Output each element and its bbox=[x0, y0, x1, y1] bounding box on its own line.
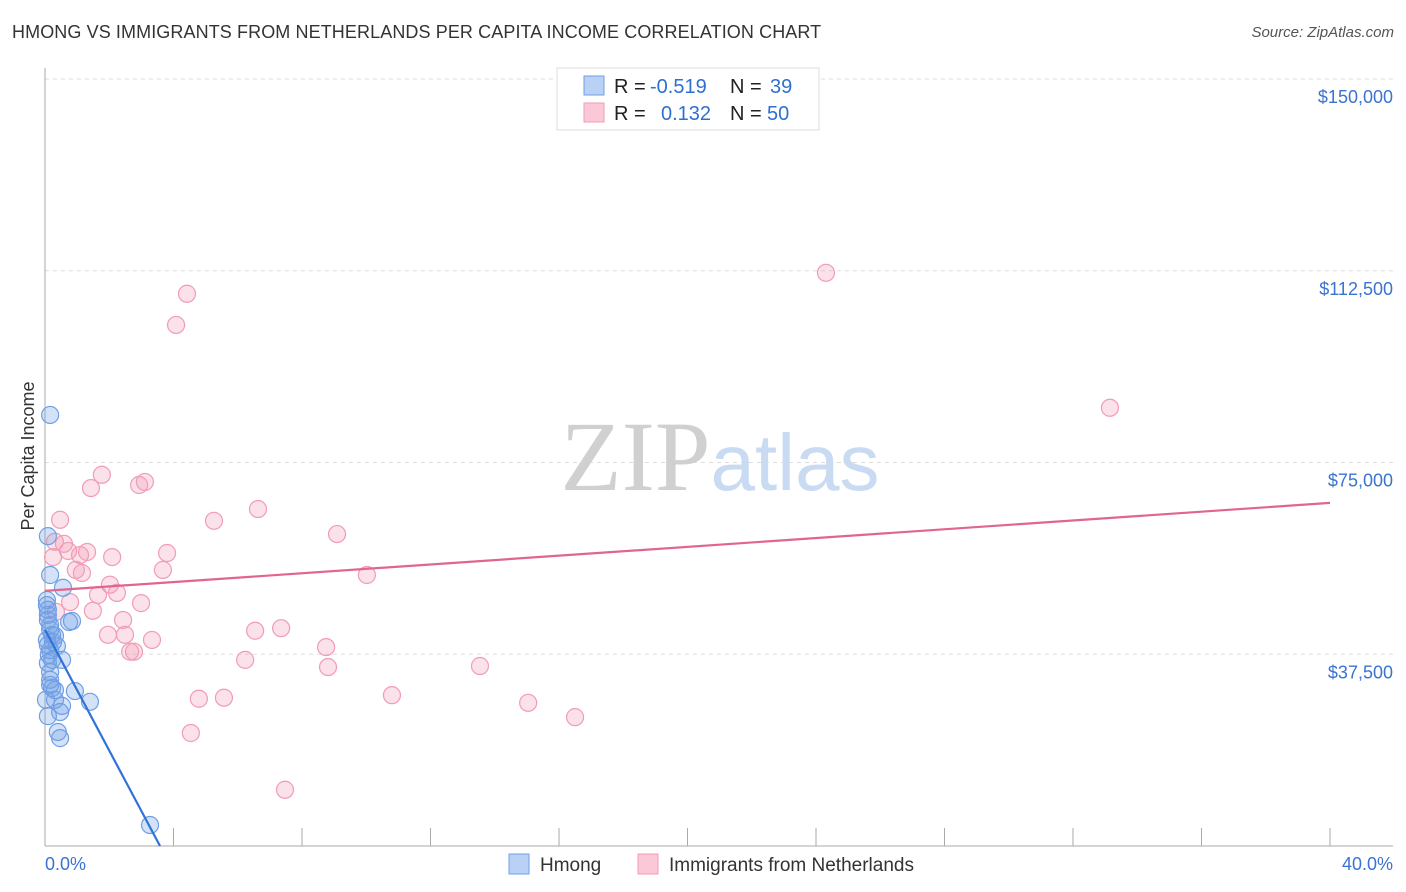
n-value: 50 bbox=[767, 103, 789, 125]
r-label: R = bbox=[614, 103, 646, 125]
r-value: 0.132 bbox=[661, 103, 711, 125]
netherlands-point bbox=[1100, 398, 1120, 417]
hmong-point bbox=[50, 729, 70, 748]
y-axis-label: Per Capita Income bbox=[18, 381, 38, 530]
hmong-point bbox=[59, 612, 79, 632]
stats-legend: R = -0.519 N = 39 R = 0.132 N = 50 bbox=[556, 67, 820, 131]
x-tick-label: 0.0% bbox=[45, 854, 86, 874]
netherlands-point bbox=[565, 708, 585, 727]
netherlands-point bbox=[236, 650, 255, 669]
hmong-point bbox=[38, 527, 57, 546]
hmong-point bbox=[53, 578, 73, 597]
legend-label-netherlands: Immigrants from Netherlands bbox=[669, 855, 914, 876]
hmong-point bbox=[41, 565, 60, 585]
netherlands-point bbox=[316, 637, 336, 657]
netherlands-point bbox=[153, 560, 172, 579]
netherlands-point bbox=[181, 723, 200, 743]
legend-swatch-hmong bbox=[508, 853, 530, 875]
netherlands-point bbox=[115, 625, 135, 644]
netherlands-point bbox=[245, 621, 265, 640]
netherlands-point bbox=[275, 780, 295, 799]
netherlands-point bbox=[248, 499, 268, 519]
r-value: -0.519 bbox=[650, 76, 707, 98]
hmong-point bbox=[41, 663, 60, 682]
hmong-point bbox=[41, 405, 60, 425]
hmong-trend-line bbox=[44, 629, 161, 847]
hmong-point bbox=[38, 600, 57, 619]
netherlands-point bbox=[816, 263, 836, 282]
legend-label-hmong: Hmong bbox=[540, 855, 601, 876]
netherlands-point bbox=[81, 478, 101, 498]
netherlands-point bbox=[113, 610, 133, 630]
netherlands-point bbox=[470, 656, 490, 676]
netherlands-point bbox=[177, 284, 197, 303]
netherlands-point bbox=[166, 315, 186, 335]
trend-lines bbox=[44, 501, 1331, 847]
y-tick-label: $150,000 bbox=[1318, 87, 1393, 107]
netherlands-point bbox=[214, 688, 234, 707]
x-tick-label: 40.0% bbox=[1342, 854, 1393, 874]
chart-title: HMONG VS IMMIGRANTS FROM NETHERLANDS PER… bbox=[12, 22, 822, 42]
netherlands-point bbox=[43, 547, 63, 567]
netherlands-point bbox=[382, 686, 402, 705]
netherlands-point bbox=[88, 585, 108, 605]
netherlands-point bbox=[72, 563, 92, 583]
netherlands-trend-line bbox=[44, 501, 1331, 592]
netherlands-point bbox=[189, 689, 208, 708]
y-tick-label: $75,000 bbox=[1328, 471, 1393, 491]
netherlands-point bbox=[98, 625, 118, 644]
netherlands-point bbox=[124, 642, 144, 661]
netherlands-point bbox=[60, 592, 80, 612]
netherlands-point bbox=[357, 565, 376, 585]
y-tick-label: $37,500 bbox=[1328, 662, 1393, 682]
watermark: ZIPatlas bbox=[561, 401, 880, 512]
netherlands-point bbox=[92, 465, 111, 484]
netherlands-point bbox=[204, 511, 224, 530]
netherlands-point bbox=[103, 547, 122, 567]
netherlands-point bbox=[142, 630, 162, 650]
r-label: R = bbox=[614, 76, 646, 98]
netherlands-point bbox=[519, 693, 538, 712]
netherlands-point bbox=[121, 642, 140, 661]
axes bbox=[44, 68, 1393, 847]
netherlands-point bbox=[107, 583, 127, 602]
n-label: N = bbox=[730, 76, 762, 98]
netherlands-point bbox=[50, 510, 70, 529]
netherlands-swatch bbox=[583, 102, 605, 123]
bottom-legend: Hmong Immigrants from Netherlands bbox=[508, 853, 914, 876]
gridlines: $37,500 $75,000 $112,500 $150,000 bbox=[45, 78, 1393, 682]
points bbox=[36, 263, 1120, 835]
netherlands-point bbox=[130, 475, 149, 495]
netherlands-point bbox=[272, 619, 291, 638]
netherlands-point bbox=[131, 594, 151, 613]
netherlands-point bbox=[83, 601, 102, 620]
netherlands-point bbox=[157, 543, 177, 563]
netherlands-point bbox=[318, 657, 338, 677]
netherlands-point bbox=[70, 545, 90, 565]
hmong-swatch bbox=[583, 75, 605, 96]
legend-swatch-netherlands bbox=[637, 853, 659, 875]
hmong-point bbox=[36, 690, 56, 709]
n-value: 39 bbox=[770, 76, 792, 98]
y-tick-label: $112,500 bbox=[1319, 279, 1393, 299]
n-label: N = bbox=[730, 103, 762, 125]
hmong-point bbox=[42, 678, 62, 698]
netherlands-point bbox=[327, 524, 347, 544]
hmong-point bbox=[38, 707, 57, 726]
chart-source: Source: ZipAtlas.com bbox=[1251, 24, 1394, 41]
